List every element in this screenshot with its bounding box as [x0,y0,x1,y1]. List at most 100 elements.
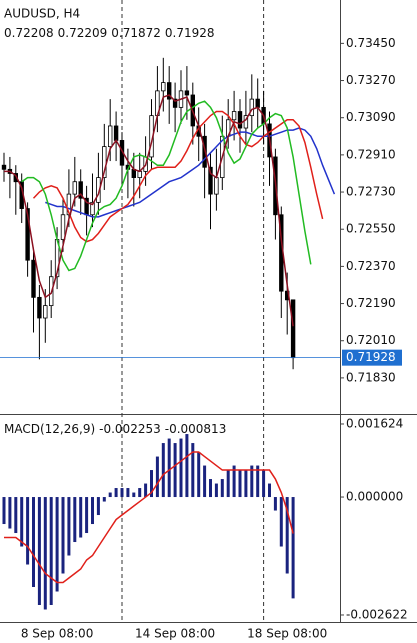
signal-value: -0.000813 [165,422,227,436]
x-tick-label: 14 Sep 08:00 [135,627,215,641]
macd-bar [85,497,89,534]
signal-line [4,451,294,584]
candle-body [1,164,7,170]
moving-average-line [21,100,312,272]
macd-bar [244,470,248,498]
macd-bar [173,443,177,498]
macd-bar [132,492,136,498]
candle-body [184,90,190,96]
macd-bar [26,497,30,565]
y-tick-label: 0.73270 [346,73,396,87]
macd-header: MACD(12,26,9) -0.002253 -0.000813 [4,422,226,436]
y-tick-label: 0.72730 [346,185,396,199]
macd-bar [285,497,289,574]
candle-body [290,299,296,359]
macd-bar [102,497,106,502]
candle-body [172,98,178,108]
macd-bar [250,465,254,498]
macd-bar [273,497,277,511]
macd-bar [262,470,266,498]
candle-body [255,98,260,108]
macd-bar [8,497,12,529]
candle-body [161,82,166,92]
candle-body [31,259,36,298]
current-price-box [342,349,402,366]
candle-body [37,296,42,319]
y-tick-label: -0.002622 [346,607,408,621]
y-tick-label: 0.000000 [346,490,403,504]
macd-bar [155,456,159,498]
macd-bar [96,497,100,516]
candle-body [43,305,48,319]
candle-body [237,111,243,129]
macd-bar [203,465,207,498]
macd-bar [32,497,35,588]
macd-bar [108,492,112,498]
macd-bar [179,438,183,498]
open-value: 0.72208 [4,26,54,40]
candle-body [214,177,219,195]
macd-bar [167,438,171,498]
macd-bar [209,479,212,498]
candle-body [60,214,66,240]
macd-bar [150,470,153,498]
macd-bar [67,497,71,556]
macd-bar [161,443,165,498]
macd-title: MACD(12,26,9) [4,422,95,436]
candle-body [137,170,142,178]
macd-bar [238,470,242,498]
ohlc-header: 0.72208 0.72209 0.71872 0.71928 [4,26,215,40]
moving-average-line [45,127,336,218]
current-price-label: 0.71928 [346,350,396,364]
candle-body [208,166,213,195]
moving-average-line [32,110,324,243]
macd-bar [214,483,218,498]
candle-body [90,201,95,216]
y-tick-label: 0.73090 [346,110,396,124]
macd-bar [49,497,53,605]
candle-body [66,193,72,216]
high-value: 0.72209 [58,26,108,40]
macd-bar [279,497,283,547]
macd-bar [185,434,189,498]
candle-body [72,181,77,195]
macd-bar [20,497,24,547]
candle-body [78,181,83,199]
y-tick-label: 0.71830 [346,370,396,384]
close-value: 0.71928 [165,26,215,40]
macd-bar [197,452,201,498]
macd-bar [79,497,83,538]
moving-average-line [4,94,294,327]
y-tick-label: 0.72190 [346,296,396,310]
y-tick-label: 0.72910 [346,147,396,161]
macd-bar [114,488,118,498]
candle-body [25,208,30,261]
y-tick-label: 0.72010 [346,333,396,347]
macd-bar [144,483,148,498]
low-value: 0.71872 [111,26,161,40]
macd-bar [37,497,41,605]
macd-bar [126,488,130,498]
macd-bar [2,497,6,525]
macd-bar [73,497,77,543]
macd-bar [232,465,236,498]
macd-bar [226,470,230,498]
macd-bar [55,497,59,592]
candle-body [131,168,136,178]
x-tick-label: 18 Sep 08:00 [247,627,327,641]
macd-bar [220,479,224,498]
macd-bar [43,497,47,610]
macd-bar [61,497,65,574]
macd-bar [191,443,195,498]
macd-value: -0.002253 [99,422,161,436]
macd-bar [268,483,271,498]
macd-bar [291,497,295,599]
candle-body [231,111,237,121]
macd-bar [120,488,124,498]
candle-body [249,98,254,117]
candle-body [113,125,119,141]
y-tick-label: 0.73450 [346,36,396,50]
y-tick-label: 0.72370 [346,259,396,273]
